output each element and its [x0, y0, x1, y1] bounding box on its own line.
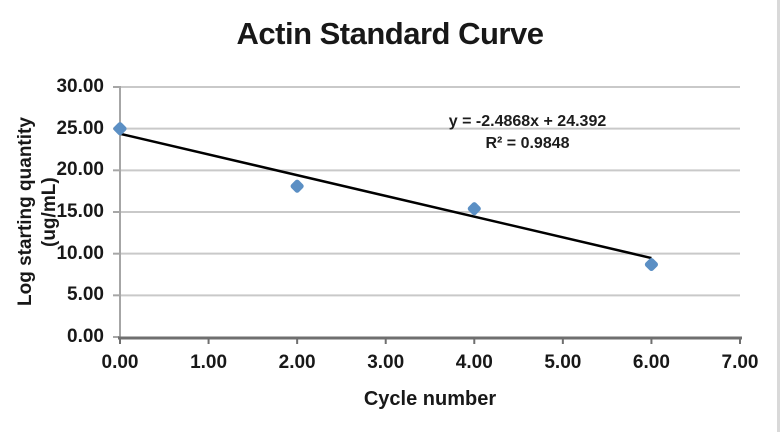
x-tick-label: 2.00 — [278, 352, 316, 373]
y-tick-label: 30.00 — [56, 76, 104, 97]
data-point-marker — [290, 179, 304, 193]
x-axis-title: Cycle number — [363, 388, 497, 410]
y-tick-label: 5.00 — [67, 284, 104, 306]
chart-title: Actin Standard Curve — [236, 16, 544, 51]
data-point-marker — [644, 257, 658, 272]
x-tick-label: 4.00 — [455, 352, 493, 373]
trendline — [119, 132, 652, 260]
data-point-marker — [113, 122, 127, 136]
y-tick-label: 0.00 — [67, 326, 104, 347]
x-tick-label: 0.00 — [101, 352, 139, 373]
data-point-marker — [467, 202, 481, 216]
x-tick-label: 6.00 — [632, 352, 670, 373]
x-tick-label: 3.00 — [367, 352, 405, 373]
y-tick-label: 15.00 — [56, 201, 104, 222]
y-tick-label: 10.00 — [56, 242, 104, 264]
x-axis — [118, 336, 742, 344]
x-tick-label: 7.00 — [721, 352, 759, 373]
trendline-equation-block: y = -2.4868x + 24.392 R² = 0.9848 — [380, 111, 675, 155]
r-squared-label: R² = 0.9848 — [485, 135, 570, 152]
x-tick-label: 5.00 — [544, 352, 582, 373]
y-tick-label: 25.00 — [56, 117, 104, 139]
x-tick-label: 1.00 — [190, 352, 228, 373]
trendline-equation: y = -2.4868x + 24.392 — [448, 113, 607, 130]
gridlines — [120, 86, 740, 297]
data-points — [113, 122, 658, 272]
y-tick-label: 20.00 — [56, 159, 104, 181]
